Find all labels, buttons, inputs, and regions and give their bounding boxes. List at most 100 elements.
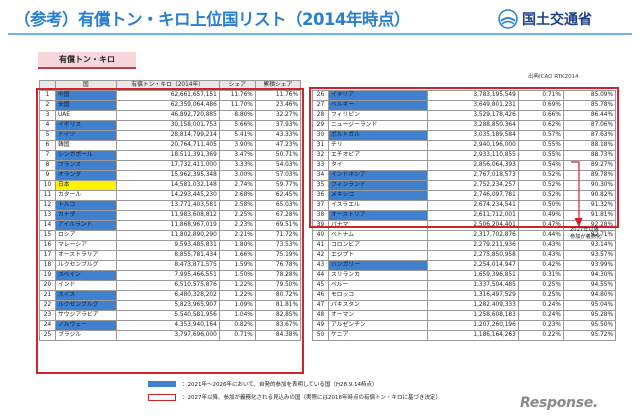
country-cell: コロンビア xyxy=(328,240,428,251)
col-country-header: 国 xyxy=(55,80,117,91)
table-row: 17 オーストラリア 8,855,781,434 1.66% 75.19% xyxy=(39,250,302,261)
country-cell: イタリア xyxy=(328,90,428,101)
share-cell: 0.71% xyxy=(517,90,564,101)
share-cell: 0.43% xyxy=(517,240,564,251)
table-row: 21 スイス 6,480,328,202 1.22% 80.72% xyxy=(39,290,302,301)
value-cell: 2,856,064,393 xyxy=(426,160,519,171)
table-row: 6 韓国 20,764,711,405 3.90% 47.23% xyxy=(39,140,302,151)
country-cell: 日本 xyxy=(55,180,117,191)
country-cell: オランダ xyxy=(55,170,117,181)
country-cell: シンガポール xyxy=(55,150,117,161)
value-cell: 14,581,032,148 xyxy=(115,180,220,191)
cumulative-share-cell: 62.45% xyxy=(254,190,302,201)
share-cell: 0.52% xyxy=(517,180,564,191)
value-cell: 20,764,711,405 xyxy=(115,140,220,151)
value-cell: 11,802,890,290 xyxy=(115,230,220,241)
share-cell: 2.58% xyxy=(218,200,256,211)
rank-cell: 11 xyxy=(39,190,56,201)
col-cum-header: 累積シェア xyxy=(254,80,302,91)
value-cell: 30,158,001,753 xyxy=(115,120,220,131)
share-cell: 0.31% xyxy=(517,270,564,281)
rank-cell: 26 xyxy=(312,90,329,101)
rank-cell: 39 xyxy=(312,220,329,231)
cumulative-share-cell: 43.33% xyxy=(254,130,302,141)
rank-cell: 50 xyxy=(312,330,329,341)
table-row: 48 オーマン 1,258,608,183 0.24% 95.28% xyxy=(312,310,617,321)
country-cell: スリランカ xyxy=(328,270,428,281)
value-cell: 18,511,391,369 xyxy=(115,150,220,161)
rank-cell: 12 xyxy=(39,200,56,211)
cumulative-share-cell: 73.53% xyxy=(254,240,302,251)
value-cell: 62,661,657,151 xyxy=(115,90,220,101)
rank-cell: 16 xyxy=(39,240,56,251)
cumulative-share-cell: 94.30% xyxy=(562,270,617,281)
value-cell: 28,814,799,214 xyxy=(115,130,220,141)
value-cell: 2,317,702,876 xyxy=(426,230,519,241)
table-row: 46 モロッコ 1,316,497,529 0.25% 94.80% xyxy=(312,290,617,301)
table-row: 24 ノルウェー 4,353,940,164 0.82% 83.67% xyxy=(39,320,302,331)
cumulative-share-cell: 47.23% xyxy=(254,140,302,151)
cumulative-share-cell: 95.28% xyxy=(562,310,617,321)
legend-red-swatch xyxy=(148,393,176,401)
table-row: 4 イギリス 30,158,001,753 5.66% 37.93% xyxy=(39,120,302,131)
rank-cell: 8 xyxy=(39,160,56,171)
share-cell: 3.90% xyxy=(218,140,256,151)
country-cell: ロシア xyxy=(55,230,117,241)
country-cell: アイルランド xyxy=(55,220,117,231)
rank-cell: 41 xyxy=(312,240,329,251)
share-cell: 0.55% xyxy=(517,140,564,151)
cumulative-share-cell: 67.28% xyxy=(254,210,302,221)
rank-cell: 19 xyxy=(39,270,56,281)
value-cell: 2,611,712,001 xyxy=(426,210,519,221)
share-cell: 2.74% xyxy=(218,180,256,191)
title-underline xyxy=(8,33,632,35)
share-cell: 0.69% xyxy=(517,100,564,111)
cumulative-share-cell: 93.57% xyxy=(562,250,617,261)
table-row: 10 日本 14,581,032,148 2.74% 59.77% xyxy=(39,180,302,191)
value-cell: 17,732,411,000 xyxy=(115,160,220,171)
table-header-row: 国 有償トン・キロ（2014年） シェア 累積シェア xyxy=(39,80,302,91)
table-row: 27 ベルギー 3,649,801,231 0.69% 85.78% xyxy=(312,100,617,111)
share-cell: 1.04% xyxy=(218,310,256,321)
country-cell: タイ xyxy=(328,160,428,171)
mandatory-note: 2027年以降 参加が義務化 xyxy=(570,227,601,241)
value-cell: 2,752,234,257 xyxy=(426,180,519,191)
country-cell: オーマン xyxy=(328,310,428,321)
country-cell: サウジアラビア xyxy=(55,310,117,321)
value-cell: 1,316,497,529 xyxy=(426,290,519,301)
table-row: 8 フランス 17,732,411,000 3.33% 54.03% xyxy=(39,160,302,171)
rank-cell: 43 xyxy=(312,260,329,271)
value-cell: 46,892,720,885 xyxy=(115,110,220,121)
share-cell: 0.66% xyxy=(517,110,564,121)
country-cell: エチオピア xyxy=(328,150,428,161)
value-cell: 3,783,195,549 xyxy=(426,90,519,101)
country-cell: チリ xyxy=(328,140,428,151)
rank-cell: 20 xyxy=(39,280,56,291)
share-cell: 1.22% xyxy=(218,290,256,301)
country-cell: ニュージーランド xyxy=(328,120,428,131)
rank-cell: 24 xyxy=(39,320,56,331)
country-cell: マレーシア xyxy=(55,240,117,251)
share-cell: 2.68% xyxy=(218,190,256,201)
country-cell: モロッコ xyxy=(328,290,428,301)
country-cell: ブラジル xyxy=(55,330,117,341)
section-label: 有償トン・キロ xyxy=(38,52,136,69)
rank-cell: 28 xyxy=(312,110,329,121)
table-row: 19 スペイン 7,995,466,551 1.50% 78.28% xyxy=(39,270,302,281)
value-cell: 2,767,018,573 xyxy=(426,170,519,181)
value-cell: 2,674,234,541 xyxy=(426,200,519,211)
share-cell: 0.52% xyxy=(517,170,564,181)
table-row: 16 マレーシア 9,593,485,831 1.80% 73.53% xyxy=(39,240,302,251)
country-cell: ベルギー xyxy=(328,100,428,111)
rank-cell: 14 xyxy=(39,220,56,231)
table-row: 22 ルクセンブルグ 5,823,965,907 1.09% 81.81% xyxy=(39,300,302,311)
rank-cell: 34 xyxy=(312,170,329,181)
share-cell: 2.23% xyxy=(218,220,256,231)
table-row: 7 シンガポール 18,511,391,369 3.47% 50.71% xyxy=(39,150,302,161)
country-cell: ルクセンブルグ xyxy=(55,300,117,311)
table-row: 13 カナダ 11,983,608,812 2.25% 67.28% xyxy=(39,210,302,221)
rank-cell: 4 xyxy=(39,120,56,131)
value-cell: 6,510,575,876 xyxy=(115,280,220,291)
ministry-logo: 国土交通省 xyxy=(498,8,592,30)
value-cell: 11,868,967,019 xyxy=(115,220,220,231)
